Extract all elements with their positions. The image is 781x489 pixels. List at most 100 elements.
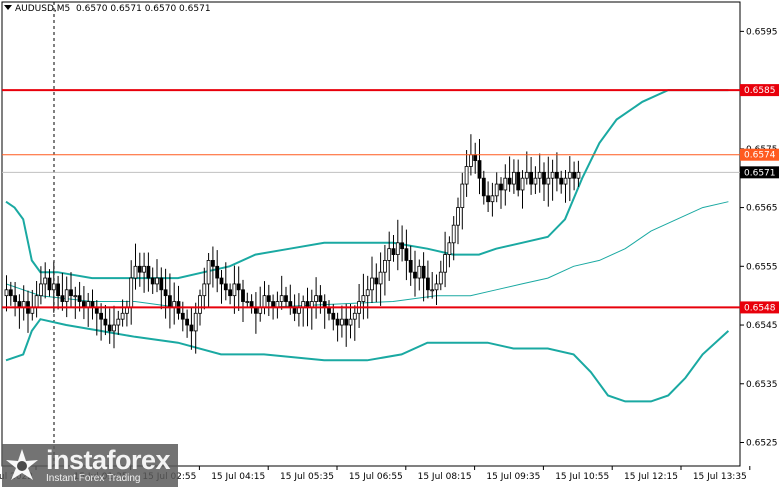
candle-body [339,318,344,326]
candle-body [512,171,516,185]
candle-body [438,271,443,285]
candle-body [520,177,525,191]
candle-body [335,318,340,326]
candle-body [434,283,439,291]
candle-body [60,295,65,302]
candle-body [413,271,417,279]
y-tick-label: 0.6525 [746,439,778,449]
level-price-tag [740,148,779,161]
candle-body [456,207,460,226]
candle-body [524,171,529,179]
candle-body [206,260,211,285]
plot-frame [1,1,741,467]
y-tick-label: 0.6545 [746,321,778,331]
candle-body [443,254,448,273]
candle-body [185,318,190,326]
candle-body [210,260,215,267]
candle-body [516,171,521,191]
candle-body [451,224,456,244]
level-price-tag [740,84,779,97]
x-tick-label: 15 Jul 12:15 [624,472,678,482]
candle-body [404,248,409,261]
candle-body [378,271,383,285]
candle-body [365,289,370,297]
candle-body [43,277,48,285]
candle-body [408,260,413,273]
candle-body [417,265,422,279]
x-tick-label: 15 Jul 08:15 [418,472,472,482]
candle-body [47,277,52,291]
candle-body [460,183,465,208]
ohlc-values: 0.6570 0.6571 0.6570 0.6571 [76,4,211,14]
candle-body [167,295,172,308]
candle-body [477,160,482,179]
candle-body [266,295,271,302]
candle-body [331,312,336,320]
candle-body [189,324,194,332]
logo-background [2,444,178,487]
candle-body [34,295,39,308]
level-price-label: 0.6574 [744,151,776,161]
level-price-label: 0.6548 [744,303,776,313]
instaforex-star-icon [6,448,38,480]
candle-body [284,295,288,302]
chart-header: AUDUSD,M5 0.6570 0.6571 0.6570 0.6571 [4,4,211,14]
candle-body [73,295,78,298]
candle-body [370,277,374,291]
candle-body [193,312,198,332]
candle-body [314,295,319,302]
candle-body [236,283,241,291]
level-price-tag [740,301,779,314]
candle-body [159,277,164,291]
collapse-triangle-icon[interactable] [4,5,12,10]
candle-body [382,260,387,273]
candle-body [146,265,151,279]
candle-body [64,289,69,302]
candle-body [391,248,396,255]
candle-body [473,154,478,161]
candle-body [318,295,323,302]
candle-body [533,177,538,185]
candle-body [546,177,551,185]
candle-body [529,171,533,185]
candle-body [279,295,284,302]
candle-body [137,265,142,273]
candle-body [421,265,426,279]
logo-name: instaforex [46,445,171,475]
y-tick-label: 0.6555 [746,262,778,272]
x-tick-label: 15 Jul 05:35 [280,472,334,482]
candle-body [241,289,245,302]
x-tick-label: 15 Jul 04:15 [211,472,265,482]
candle-body [129,277,134,308]
candle-body [542,171,546,185]
candle-body [228,289,233,297]
candle-body [180,312,185,320]
x-tick-label: 15 Jul 13:35 [693,472,747,482]
y-tick-label: 0.6565 [746,204,778,214]
candle-body [245,301,250,303]
candle-body [348,318,353,326]
symbol-timeframe: AUDUSD,M5 [15,4,71,14]
candle-body [499,183,503,191]
candle-body [447,242,452,255]
candle-body [352,312,357,320]
candle-body [219,277,224,285]
candle-body [572,171,576,179]
candle-body [198,295,202,314]
candle-body [430,289,435,292]
y-tick-label: 0.6535 [746,380,778,390]
candle-body [464,166,469,185]
candle-body [202,283,207,297]
instaforex-logo: instaforex Instant Forex Trading [2,444,178,487]
candle-body [559,177,564,185]
candle-body [344,318,349,326]
candle-body [395,242,400,255]
candle-body [39,283,43,297]
candle-body [107,324,112,332]
candle-body [400,242,405,250]
candle-body [481,177,486,197]
candle-body [387,248,392,261]
